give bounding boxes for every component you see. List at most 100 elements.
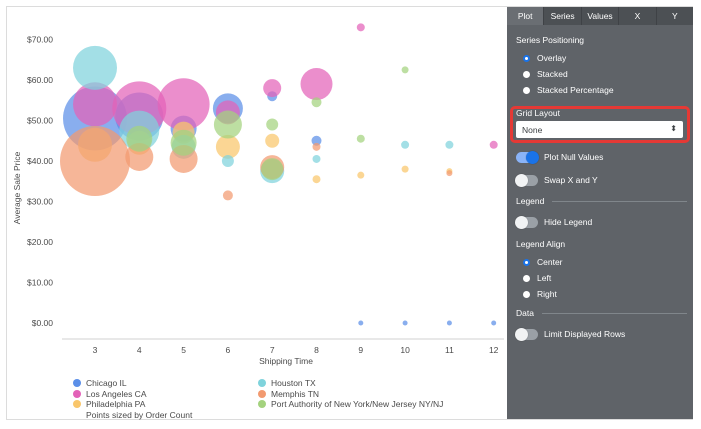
limit-rows-toggle[interactable] — [515, 327, 538, 341]
legend-item-philadelphia[interactable]: Philadelphia PA — [73, 399, 258, 410]
bubble-point[interactable] — [491, 320, 497, 326]
toggle-knob — [526, 150, 539, 164]
bubble-point[interactable] — [356, 134, 365, 143]
radio-right[interactable]: Right — [523, 288, 563, 300]
plot-null-values-toggle[interactable] — [516, 150, 539, 164]
grid-layout-label: Grid Layout — [516, 108, 560, 118]
bubble-point[interactable] — [312, 142, 321, 151]
bubble-point[interactable] — [401, 66, 409, 74]
tab-values[interactable]: Values — [582, 7, 620, 25]
radio-stacked-percentage[interactable]: Stacked Percentage — [523, 84, 614, 96]
legend-item-memphis[interactable]: Memphis TN — [258, 389, 488, 400]
x-tick-label: 9 — [358, 345, 363, 355]
bubble-point[interactable] — [73, 45, 117, 90]
hide-legend-toggle-row[interactable]: Hide Legend — [515, 215, 592, 229]
bubble-point[interactable] — [401, 165, 409, 173]
x-tick-label: 5 — [181, 345, 186, 355]
y-tick-label: $50.00 — [27, 116, 53, 126]
bubble-point[interactable] — [311, 135, 322, 146]
radio-stacked[interactable]: Stacked — [523, 68, 614, 80]
bubble-point[interactable] — [357, 171, 365, 179]
bubble-point[interactable] — [157, 78, 210, 131]
y-tick-label: $10.00 — [27, 278, 53, 288]
tab-series[interactable]: Series — [544, 7, 582, 25]
bubble-point[interactable] — [60, 126, 130, 196]
legend-item-los-angeles[interactable]: Los Angeles CA — [73, 389, 258, 400]
radio-checked-icon — [523, 258, 530, 266]
radio-left[interactable]: Left — [523, 272, 563, 284]
limit-rows-toggle-row[interactable]: Limit Displayed Rows — [515, 327, 625, 341]
toggle-label: Swap X and Y — [544, 175, 598, 185]
bubble-point[interactable] — [312, 175, 321, 184]
legend-label: Chicago IL — [86, 378, 127, 388]
tab-y[interactable]: Y — [671, 11, 678, 21]
grid-layout-select[interactable]: None ⬍ — [516, 121, 683, 138]
bubble-point[interactable] — [261, 158, 284, 181]
bubble-point[interactable] — [170, 129, 197, 156]
x-tick-label: 6 — [226, 345, 231, 355]
x-tick-label: 8 — [314, 345, 319, 355]
y-tick-label: $70.00 — [27, 35, 53, 45]
visualization-frame: $0.00 $10.00 $20.00 $30.00 $40.00 $50.00 $60.0… — [6, 6, 693, 420]
legend-item-houston[interactable]: Houston TX — [258, 378, 488, 389]
bubble-point[interactable] — [445, 140, 454, 149]
radio-center[interactable]: Center — [523, 256, 563, 268]
grid-layout-value: None — [522, 124, 543, 135]
section-divider — [541, 312, 687, 314]
bubble-point[interactable] — [446, 320, 452, 326]
bubble-chart: $0.00 $10.00 $20.00 $30.00 $40.00 $50.00 $60.0… — [7, 7, 507, 420]
radio-overlay[interactable]: Overlay — [523, 52, 614, 64]
swap-xy-toggle-row[interactable]: Swap X and Y — [515, 173, 598, 187]
bubble-point[interactable] — [265, 133, 280, 148]
legend-size-note: Points sized by Order Count — [86, 409, 193, 420]
bubble-point[interactable] — [356, 23, 365, 32]
bubble-point[interactable] — [221, 155, 234, 167]
bubble-point[interactable] — [300, 68, 333, 101]
radio-label: Overlay — [537, 53, 567, 63]
chart-legend: Chicago IL Los Angeles CA Philadelphia P… — [73, 378, 493, 420]
legend-item-chicago[interactable]: Chicago IL — [73, 378, 258, 389]
radio-label: Right — [537, 289, 557, 299]
legend-label: Memphis TN — [271, 388, 320, 399]
bubble-point[interactable] — [215, 134, 240, 159]
bubble-point[interactable] — [311, 97, 322, 108]
x-tick-label: 12 — [489, 345, 499, 355]
tab-x[interactable]: X — [619, 7, 657, 25]
bubble-point[interactable] — [446, 170, 453, 177]
bubble-point[interactable] — [401, 140, 410, 149]
x-axis-title: Shipping Time — [259, 356, 313, 366]
radio-unchecked-icon — [523, 70, 530, 78]
y-tick-label: $0.00 — [32, 318, 54, 328]
bubble-point[interactable] — [489, 140, 498, 149]
bubble-point[interactable] — [126, 125, 153, 152]
legend-item-port-authority[interactable]: Port Authority of New York/New Jersey NY… — [258, 399, 488, 410]
toggle-knob — [515, 215, 528, 229]
x-tick-label: 4 — [137, 345, 142, 355]
bubble-point[interactable] — [263, 79, 282, 98]
legend-label: Philadelphia PA — [86, 399, 146, 409]
legend-swatch — [73, 379, 81, 388]
bubble-point[interactable] — [222, 190, 233, 201]
series-positioning-label: Series Positioning — [516, 35, 585, 45]
tab-plot[interactable]: Plot — [507, 7, 545, 25]
legend-swatch — [258, 389, 266, 398]
section-title: Data — [516, 308, 534, 318]
bubble-point[interactable] — [312, 154, 321, 163]
bubble-point[interactable] — [402, 320, 408, 326]
series-positioning-options: Overlay Stacked Stacked Percentage — [523, 52, 614, 96]
bubble-point[interactable] — [73, 82, 117, 127]
bubble-point[interactable] — [213, 110, 242, 139]
plot-null-values-toggle-row[interactable]: Plot Null Values — [516, 150, 603, 164]
swap-xy-toggle[interactable] — [515, 173, 538, 187]
bubble-point[interactable] — [358, 320, 364, 326]
hide-legend-toggle[interactable] — [515, 215, 538, 229]
toggle-knob — [515, 327, 528, 341]
legend-swatch — [73, 400, 81, 409]
radio-unchecked-icon — [523, 274, 530, 282]
legend-label: Los Angeles CA — [86, 388, 147, 399]
bubble-point[interactable] — [266, 118, 279, 131]
legend-swatch — [73, 389, 81, 398]
data-section-header: Data — [516, 308, 687, 318]
bubble-point[interactable] — [125, 142, 154, 171]
legend-align-options: Center Left Right — [523, 256, 563, 300]
